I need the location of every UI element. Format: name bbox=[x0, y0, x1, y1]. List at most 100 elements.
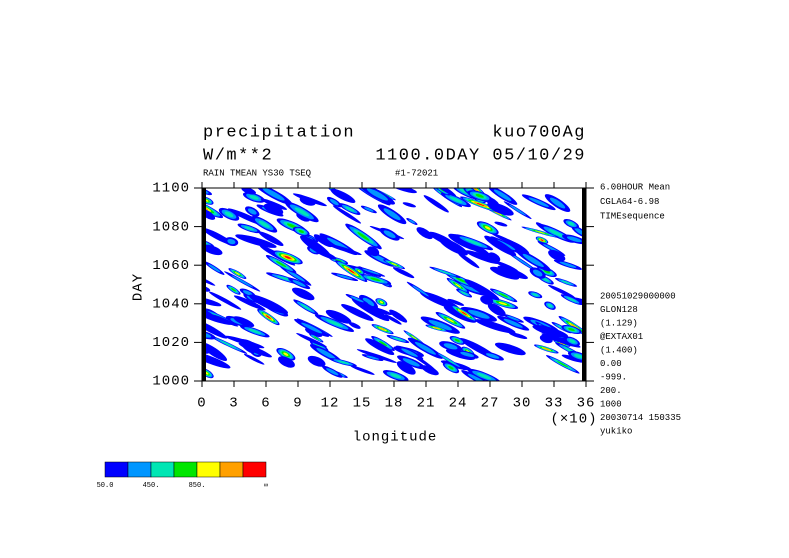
streak-level bbox=[543, 347, 550, 350]
streak bbox=[338, 203, 361, 215]
streak-level bbox=[467, 373, 488, 381]
streak bbox=[386, 334, 410, 344]
streak-level bbox=[296, 332, 327, 348]
streak-level bbox=[465, 250, 500, 265]
streak bbox=[350, 365, 375, 375]
streak-level bbox=[540, 239, 544, 241]
streak-level bbox=[291, 287, 315, 301]
streak bbox=[428, 231, 456, 247]
streak-level bbox=[241, 188, 256, 195]
streak bbox=[202, 342, 228, 361]
streak-level bbox=[384, 314, 402, 325]
streak bbox=[359, 188, 395, 205]
streak-level bbox=[408, 219, 416, 224]
streak bbox=[226, 284, 241, 295]
streak-level bbox=[432, 188, 457, 197]
streak bbox=[251, 215, 278, 233]
streak bbox=[307, 246, 320, 255]
streak bbox=[332, 205, 362, 224]
streak-level bbox=[224, 211, 234, 218]
streak-level bbox=[231, 288, 236, 292]
streak-level bbox=[239, 339, 260, 353]
streak-level bbox=[499, 293, 509, 298]
streak-level bbox=[537, 325, 551, 334]
streak-level bbox=[566, 236, 582, 243]
streak-level bbox=[383, 230, 396, 239]
streak bbox=[395, 345, 424, 360]
streak-level bbox=[243, 353, 265, 365]
streak bbox=[243, 353, 265, 365]
streak-level bbox=[428, 319, 453, 331]
streak bbox=[345, 223, 382, 250]
streak bbox=[204, 261, 225, 275]
streak-level bbox=[512, 255, 533, 269]
streak bbox=[435, 312, 466, 329]
streak bbox=[379, 227, 400, 241]
streak-level bbox=[568, 328, 575, 332]
x-tick-label: 21 bbox=[417, 396, 436, 412]
streak-level bbox=[566, 297, 577, 302]
streak bbox=[360, 304, 393, 315]
streak-level bbox=[402, 358, 420, 367]
streak-level bbox=[402, 202, 416, 208]
streak-level bbox=[276, 261, 287, 268]
streak bbox=[239, 339, 260, 353]
streak bbox=[465, 250, 500, 265]
streak bbox=[502, 314, 524, 323]
streak bbox=[420, 316, 460, 334]
streak-level bbox=[362, 268, 380, 275]
streak-level bbox=[393, 337, 403, 341]
streak bbox=[392, 188, 417, 194]
streak-level bbox=[326, 368, 339, 376]
streak-level bbox=[263, 203, 284, 215]
streak-level bbox=[389, 309, 408, 323]
precipitation-field bbox=[202, 188, 586, 381]
streak bbox=[460, 196, 501, 213]
streak bbox=[208, 291, 242, 310]
streak bbox=[377, 204, 407, 225]
colorbar-end-label: ∞ bbox=[264, 482, 268, 490]
x-tick-label: 30 bbox=[513, 396, 532, 412]
streak-level bbox=[460, 291, 468, 295]
streak bbox=[367, 246, 380, 257]
streak bbox=[365, 338, 395, 356]
streak-level bbox=[567, 221, 575, 226]
title: precipitation bbox=[203, 123, 355, 142]
x-tick-label: 18 bbox=[385, 396, 404, 412]
streak bbox=[490, 232, 527, 250]
streak bbox=[263, 203, 284, 215]
streak-level bbox=[506, 315, 520, 321]
streak bbox=[555, 277, 578, 287]
streak-level bbox=[247, 208, 257, 215]
streak-level bbox=[442, 356, 456, 365]
streak-level bbox=[350, 296, 364, 303]
streak bbox=[503, 201, 532, 219]
streak-level bbox=[443, 343, 458, 350]
streak-level bbox=[379, 340, 387, 346]
streak-level bbox=[364, 207, 374, 212]
streak-level bbox=[208, 264, 221, 273]
streak bbox=[356, 266, 386, 277]
colorbar-box bbox=[219, 461, 244, 478]
streak-level bbox=[233, 295, 266, 311]
streak-level bbox=[348, 322, 361, 329]
streak bbox=[521, 226, 560, 238]
y-tick-label: 1080 bbox=[152, 219, 190, 235]
streak-level bbox=[366, 188, 388, 201]
streak bbox=[309, 333, 324, 343]
streak bbox=[561, 325, 582, 335]
streak bbox=[288, 277, 311, 290]
streak bbox=[248, 294, 289, 315]
streak-level bbox=[438, 269, 452, 275]
streak-level bbox=[455, 277, 467, 283]
streak bbox=[353, 267, 365, 275]
streak-level bbox=[335, 259, 342, 262]
streak-level bbox=[294, 207, 310, 217]
colorbar-box bbox=[242, 461, 267, 478]
x-tick-label: 24 bbox=[449, 396, 468, 412]
streak bbox=[505, 250, 539, 273]
streak bbox=[383, 259, 405, 270]
streak-level bbox=[258, 231, 284, 246]
streak bbox=[564, 336, 580, 346]
